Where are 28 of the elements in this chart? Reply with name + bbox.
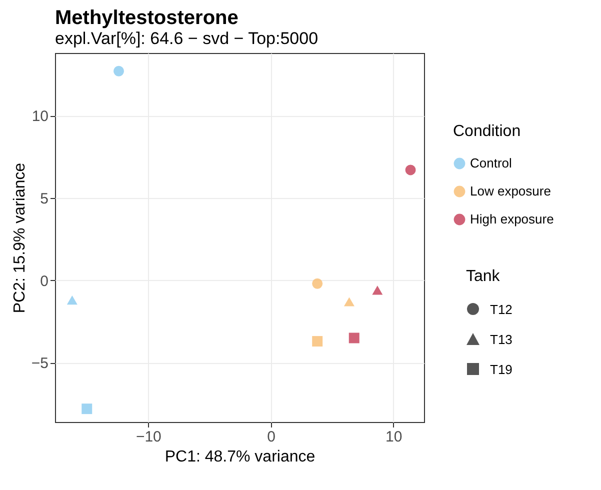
x-axis-title: PC1: 48.7% variance xyxy=(164,448,316,466)
point xyxy=(82,404,92,414)
point xyxy=(344,297,354,306)
point xyxy=(405,164,416,176)
x-tick-label: 10 xyxy=(386,428,402,446)
y-tick-label: −5 xyxy=(31,355,48,372)
text: Tank xyxy=(466,268,501,286)
chart-subtitle: expl.Var[%]: 64.6 − svd − Top:5000 xyxy=(55,29,318,48)
legend-label: Control xyxy=(470,156,512,170)
text: T13 xyxy=(490,332,512,346)
text: T19 xyxy=(490,362,512,376)
x-tick-label: −10 xyxy=(136,428,162,446)
point xyxy=(312,278,323,289)
point xyxy=(372,286,383,295)
legend-label: Low exposure xyxy=(470,184,551,198)
y-tick-label: 5 xyxy=(40,190,48,208)
y-axis-title: PC2: 15.9% variance xyxy=(11,162,28,314)
point xyxy=(312,336,323,347)
y-tick-label: 10 xyxy=(32,108,48,126)
y-tick-label: 0 xyxy=(40,272,48,290)
point xyxy=(114,66,124,76)
point xyxy=(66,296,78,305)
text: T12 xyxy=(490,302,512,316)
point xyxy=(348,332,360,344)
legend-label: High exposure xyxy=(470,212,554,226)
chart-title: Methyltestosterone xyxy=(55,7,238,29)
legend-title: Condition xyxy=(453,123,521,140)
x-tick-label: 0 xyxy=(267,428,276,446)
